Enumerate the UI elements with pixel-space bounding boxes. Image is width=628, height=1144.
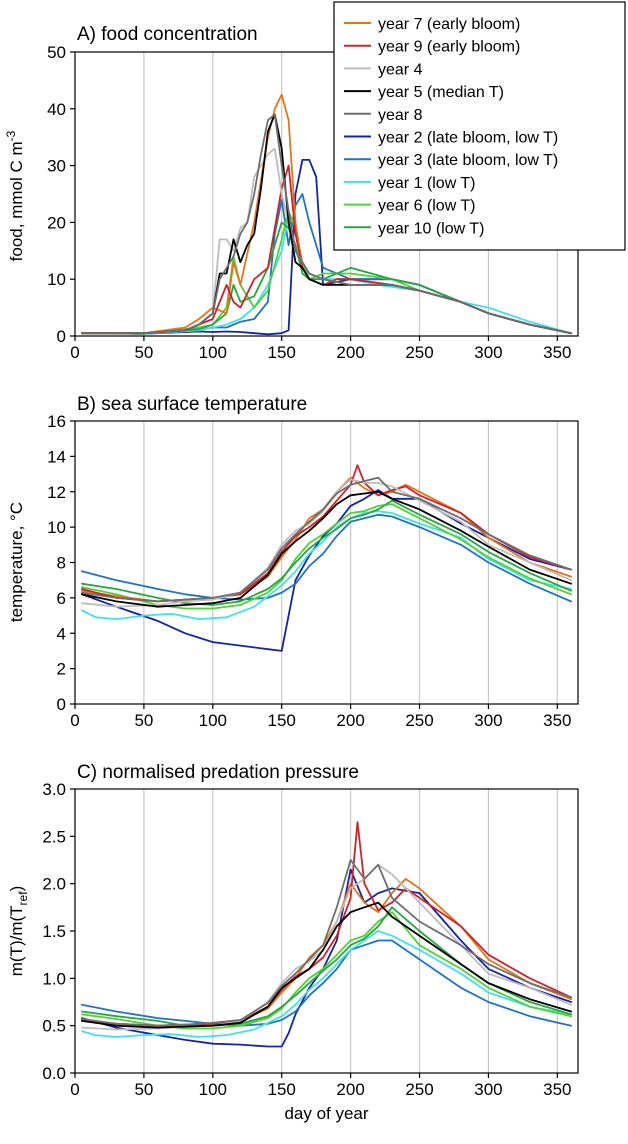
y-axis-label: m(T)/m(Tref) — [7, 886, 30, 977]
y-tick-label: 2 — [57, 660, 66, 679]
chart-title: B) sea surface temperature — [77, 394, 307, 415]
series-line-year6 — [81, 503, 572, 610]
x-tick-label: 150 — [268, 711, 296, 730]
series-line-year4 — [81, 478, 572, 608]
series-line-year1 — [81, 510, 572, 620]
series-line-year8 — [81, 476, 572, 603]
x-tick-label: 250 — [405, 711, 433, 730]
x-tick-label: 350 — [543, 711, 571, 730]
y-tick-label: 0 — [57, 327, 66, 346]
y-tick-label: 2.5 — [42, 827, 66, 846]
legend-label-year10: year 10 (low T) — [378, 220, 484, 237]
y-axis-label-text: m(T)/m(T — [7, 905, 26, 976]
legend-label-year5: year 5 (median T) — [378, 84, 504, 101]
legend-label-year8: year 8 — [378, 107, 423, 124]
y-tick-label: 12 — [47, 483, 66, 502]
x-tick-label: 50 — [134, 711, 153, 730]
x-tick-label: 250 — [405, 1080, 433, 1099]
panel-predation-pressure: 0 50 100 150 200 250 300 350 0.0 0.5 1.0 1.5 2.0 2.5 3… — [7, 762, 579, 1123]
y-tick-label: 3.0 — [42, 780, 66, 799]
legend-box — [333, 1, 626, 251]
x-tick-label: 350 — [543, 1080, 571, 1099]
x-tick-label: 100 — [199, 343, 227, 362]
x-tick-label: 0 — [70, 1080, 79, 1099]
x-tick-label: 200 — [336, 343, 364, 362]
y-tick-label: 8 — [57, 554, 66, 573]
series-line-year1 — [81, 930, 572, 1038]
legend-label-year7: year 7 (early bloom) — [378, 16, 520, 33]
x-tick-label: 300 — [474, 343, 502, 362]
legend-label-year4: year 4 — [378, 61, 423, 78]
legend-label-year2: year 2 (late bloom, low T) — [378, 130, 558, 147]
y-axis-label-text: food, mmol C m — [7, 141, 26, 261]
y-tick-label: 1.5 — [42, 922, 66, 941]
y-tick-label: 14 — [47, 447, 66, 466]
y-tick-label: 16 — [47, 412, 66, 431]
y-tick-label: 50 — [47, 43, 66, 62]
chart-title: A) food concentration — [77, 24, 258, 45]
legend-label-year6: year 6 (low T) — [378, 198, 476, 215]
y-tick-label: 20 — [47, 213, 66, 232]
series-line-year8 — [81, 113, 572, 335]
x-tick-label: 100 — [199, 1080, 227, 1099]
y-tick-label: 2.0 — [42, 875, 66, 894]
series-line-year2 — [81, 868, 572, 1048]
legend-label-year1: year 1 (low T) — [378, 175, 476, 192]
x-tick-label: 100 — [199, 711, 227, 730]
y-tick-label: 10 — [47, 270, 66, 289]
plot-frame — [74, 420, 579, 705]
y-tick-label: 10 — [47, 518, 66, 537]
series-line-year5 — [81, 901, 572, 1029]
legend-label-year3: year 3 (late bloom, low T) — [378, 152, 558, 169]
series-line-year5 — [81, 490, 572, 608]
y-tick-label: 0.0 — [42, 1064, 66, 1083]
y-tick-label: 30 — [47, 157, 66, 176]
y-tick-label: 4 — [57, 624, 66, 643]
y-tick-label: 1.0 — [42, 969, 66, 988]
x-tick-label: 200 — [336, 1080, 364, 1099]
legend-label-year9: year 9 (early bloom) — [378, 39, 520, 56]
y-tick-label: 0 — [57, 695, 66, 714]
series-line-year3 — [81, 939, 572, 1027]
chart-title: C) normalised predation pressure — [77, 762, 359, 783]
series-line-year8 — [81, 859, 572, 1027]
x-tick-label: 0 — [70, 711, 79, 730]
y-tick-label: 40 — [47, 100, 66, 119]
x-axis-label: day of year — [284, 1104, 368, 1123]
x-tick-label: 300 — [474, 1080, 502, 1099]
x-tick-label: 50 — [134, 1080, 153, 1099]
y-axis-label-close: ) — [7, 886, 26, 892]
panel-sea-surface-temperature: 0 50 100 150 200 250 300 350 0 2 4 6 8 10 12 14 16 B) sea… — [7, 394, 579, 730]
y-axis-label: food, mmol C m-3 — [4, 130, 26, 261]
x-tick-label: 0 — [70, 343, 79, 362]
plot-frame — [74, 788, 579, 1074]
y-tick-label: 6 — [57, 589, 66, 608]
y-axis-label-subscript: ref — [16, 891, 30, 906]
x-tick-label: 200 — [336, 711, 364, 730]
series-line-year3 — [81, 513, 572, 603]
x-tick-label: 350 — [543, 343, 571, 362]
x-tick-label: 150 — [268, 1080, 296, 1099]
y-axis-label-superscript: -3 — [4, 130, 18, 141]
x-tick-label: 250 — [405, 343, 433, 362]
x-tick-label: 150 — [268, 343, 296, 362]
y-tick-label: 0.5 — [42, 1017, 66, 1036]
series-line-year6 — [81, 911, 572, 1030]
x-tick-label: 300 — [474, 711, 502, 730]
legend: year 7 (early bloom) year 9 (early bloom)… — [333, 1, 626, 251]
y-axis-label: temperature, °C — [7, 502, 26, 622]
y-axis-label-text: temperature, °C — [7, 502, 26, 622]
x-tick-label: 50 — [134, 343, 153, 362]
